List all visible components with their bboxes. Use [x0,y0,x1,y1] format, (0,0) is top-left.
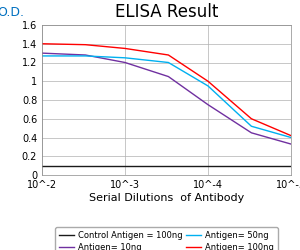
Antigen= 50ng [40,54,44,58]
Antigen= 50ng [123,56,127,59]
Antigen= 50ng [206,84,210,87]
X-axis label: Serial Dilutions  of Antibody: Serial Dilutions of Antibody [89,193,244,203]
Line: Antigen= 50ng: Antigen= 50ng [42,56,291,138]
Antigen= 50ng [84,54,87,58]
Antigen= 100ng [84,43,87,46]
Title: ELISA Result: ELISA Result [115,3,218,21]
Text: O.D.: O.D. [0,6,24,19]
Antigen= 50ng [250,125,253,128]
Antigen= 10ng [84,54,87,56]
Legend: Control Antigen = 100ng, Antigen= 10ng, Antigen= 50ng, Antigen= 100ng: Control Antigen = 100ng, Antigen= 10ng, … [55,227,278,250]
Antigen= 10ng [123,61,127,64]
Antigen= 10ng [289,142,293,146]
Antigen= 100ng [123,47,127,50]
Line: Antigen= 10ng: Antigen= 10ng [42,53,291,144]
Antigen= 100ng [40,42,44,45]
Antigen= 100ng [289,134,293,137]
Antigen= 100ng [250,117,253,120]
Antigen= 50ng [167,61,170,64]
Antigen= 10ng [206,103,210,106]
Line: Antigen= 100ng: Antigen= 100ng [42,44,291,136]
Antigen= 100ng [206,80,210,83]
Antigen= 10ng [167,75,170,78]
Antigen= 10ng [40,52,44,55]
Antigen= 100ng [167,54,170,56]
Antigen= 10ng [250,131,253,134]
Antigen= 50ng [289,136,293,139]
